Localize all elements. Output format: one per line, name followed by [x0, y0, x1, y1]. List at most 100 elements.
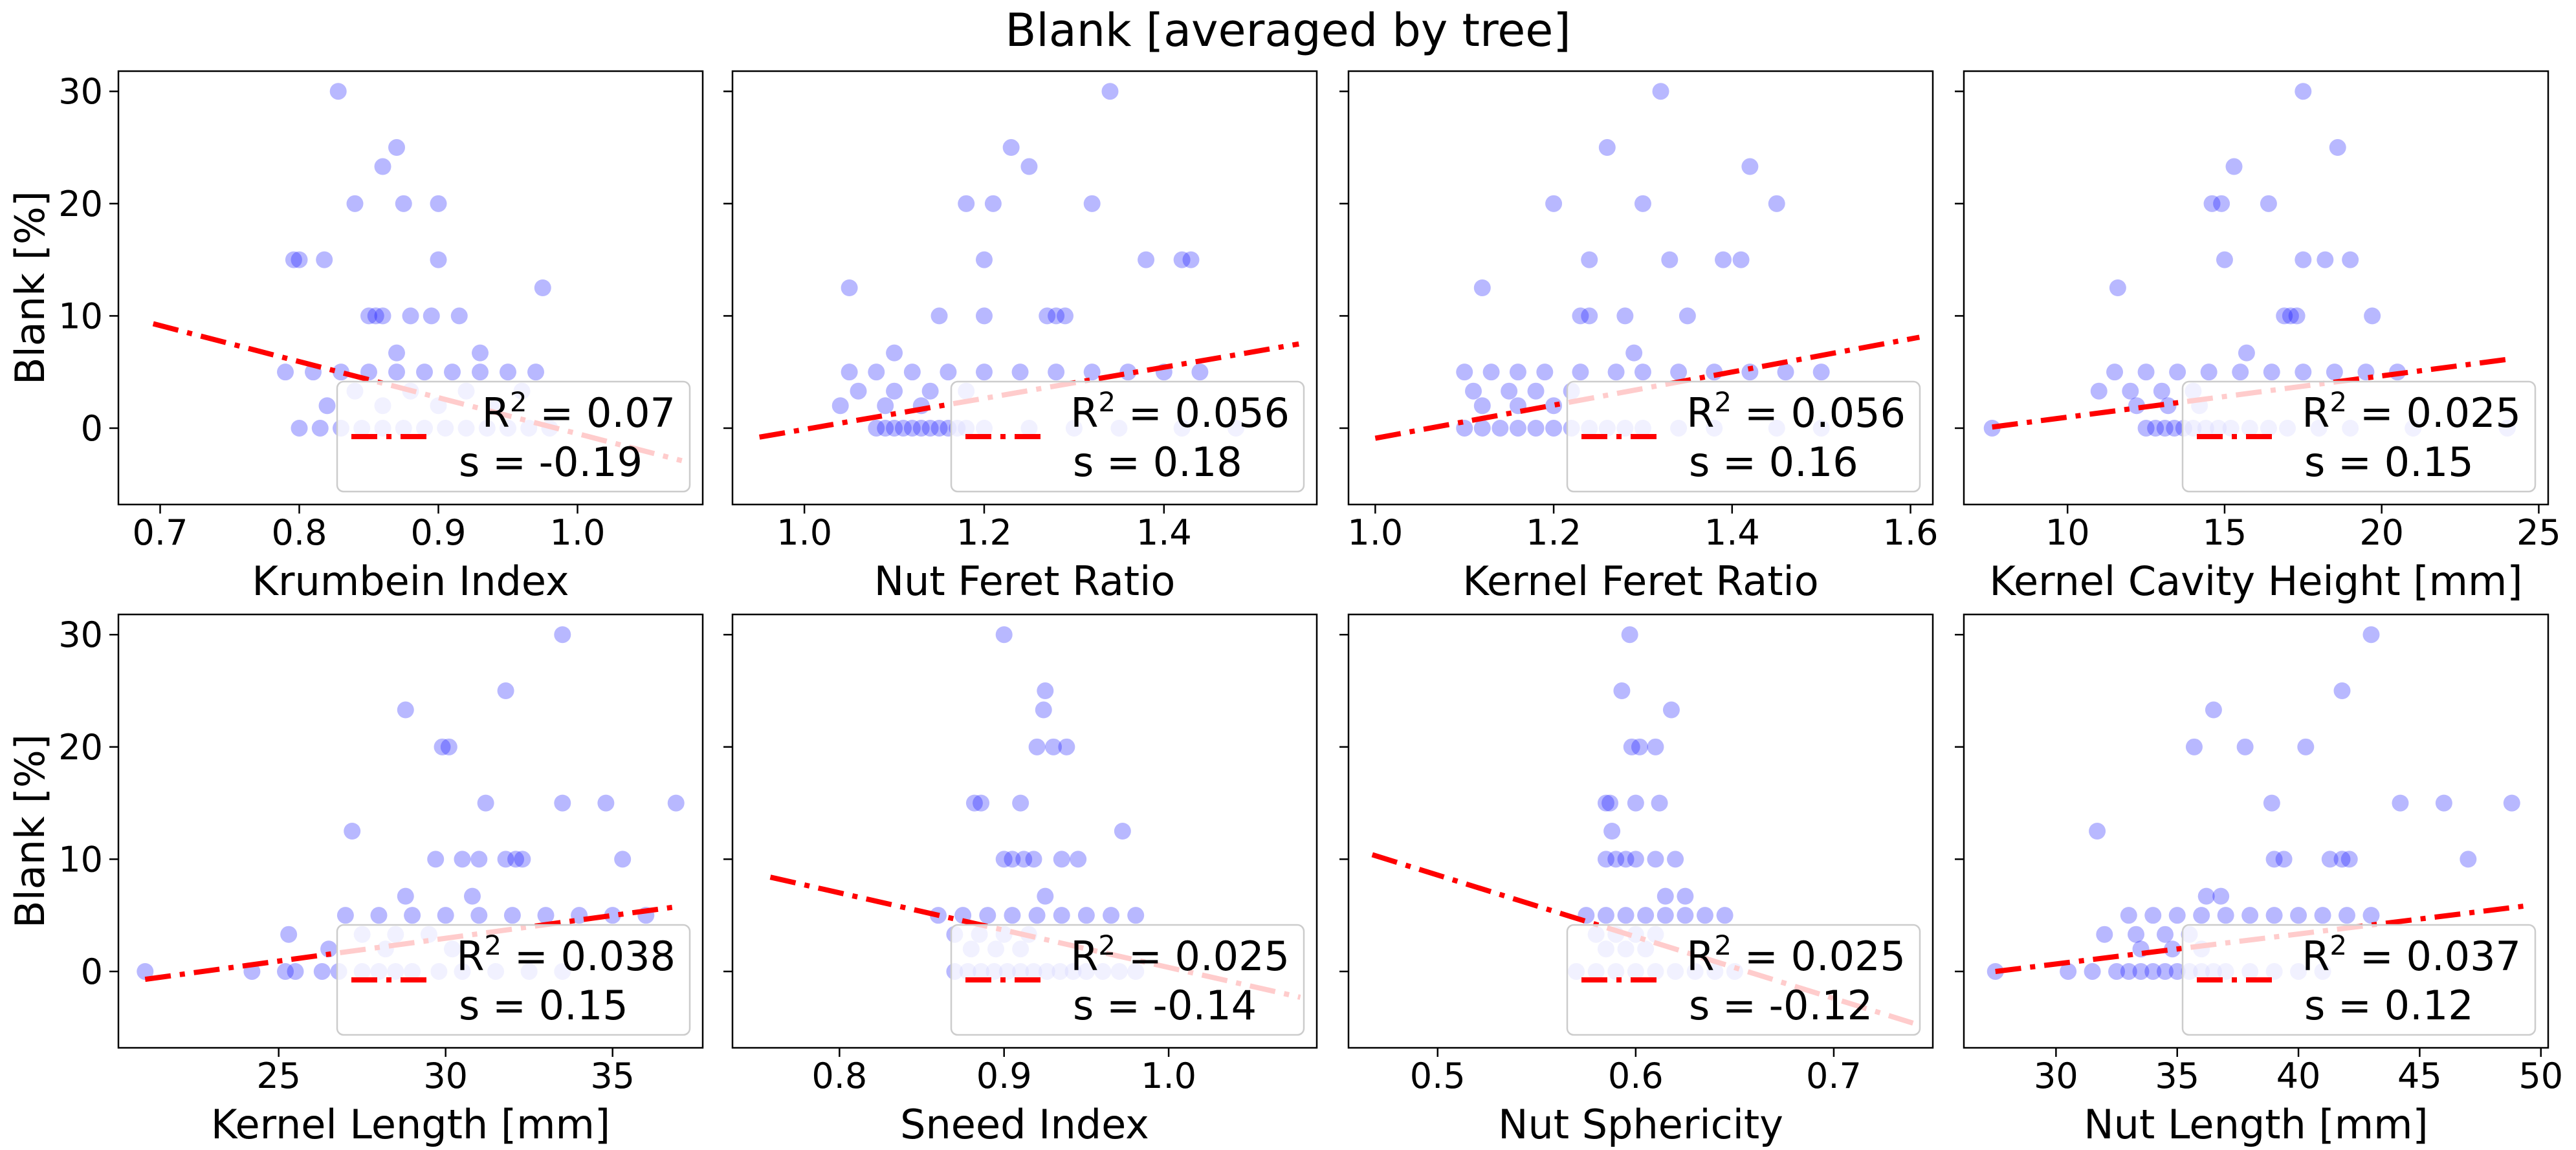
data-point: [1607, 851, 1625, 868]
data-point: [2265, 851, 2283, 868]
data-point: [1670, 363, 1688, 381]
data-point: [940, 363, 957, 381]
data-point: [975, 363, 993, 381]
legend-box: [336, 380, 691, 493]
data-point: [388, 363, 405, 381]
data-point: [1536, 363, 1554, 381]
data-point: [277, 962, 294, 980]
data-point: [287, 962, 304, 980]
data-point: [995, 851, 1013, 868]
x-axis-label: Kernel Length [mm]: [211, 1101, 610, 1148]
data-point: [868, 419, 885, 437]
data-point: [2362, 907, 2380, 924]
data-point: [1677, 907, 1694, 924]
x-axis-label: Nut Sphericity: [1498, 1101, 1783, 1148]
data-point: [2159, 397, 2177, 415]
data-point: [1173, 251, 1191, 268]
x-tick-label: 15: [2203, 512, 2247, 553]
data-point: [975, 307, 993, 325]
data-point: [1028, 907, 1046, 924]
legend-slope: s = 0.15: [2304, 439, 2474, 486]
data-point: [1473, 397, 1491, 415]
data-point: [984, 195, 1002, 212]
data-point: [2314, 907, 2331, 924]
data-point: [360, 307, 377, 325]
data-point: [2225, 158, 2243, 175]
x-tick-label: 30: [2034, 1056, 2078, 1096]
data-point: [930, 307, 948, 325]
data-point: [1138, 251, 1155, 268]
data-point: [2203, 195, 2221, 212]
legend-box: [2181, 924, 2537, 1036]
data-point: [1812, 363, 1830, 381]
data-point: [2329, 139, 2346, 157]
data-point: [2096, 926, 2113, 943]
data-point: [320, 940, 338, 958]
data-point: [2109, 279, 2126, 296]
data-point: [1028, 738, 1046, 755]
data-point: [1473, 279, 1491, 296]
data-point: [2435, 794, 2452, 812]
data-point: [2460, 851, 2477, 868]
data-point: [2205, 701, 2222, 719]
data-point: [958, 195, 975, 212]
data-point: [434, 738, 451, 755]
legend-slope: s = 0.15: [459, 982, 628, 1029]
data-point: [2295, 363, 2312, 381]
data-point: [2392, 794, 2409, 812]
data-point: [1501, 382, 1518, 400]
data-point: [1057, 307, 1074, 325]
legend-slope: s = 0.18: [1073, 439, 1242, 486]
data-point: [1652, 83, 1669, 100]
x-tick-label: 25: [256, 1056, 301, 1096]
data-point: [514, 851, 531, 868]
x-tick-label: 0.7: [133, 512, 188, 553]
legend-r2: R2 = 0.025: [2302, 386, 2521, 437]
data-point: [554, 794, 571, 812]
data-point: [1048, 363, 1065, 381]
data-point: [477, 794, 494, 812]
data-point: [336, 907, 354, 924]
data-point: [886, 419, 903, 437]
data-point: [1631, 738, 1648, 755]
data-point: [2216, 251, 2233, 268]
x-axis-label: Nut Feret Ratio: [874, 558, 1176, 605]
data-point: [1617, 851, 1635, 868]
data-point: [2147, 419, 2164, 437]
data-point: [1625, 344, 1643, 362]
data-point: [973, 794, 990, 812]
data-point: [1101, 83, 1119, 100]
legend-box: [1566, 924, 1921, 1036]
data-point: [454, 851, 471, 868]
data-point: [313, 962, 331, 980]
data-point: [537, 907, 555, 924]
x-tick-label: 30: [423, 1056, 468, 1096]
x-tick-label: 20: [2359, 512, 2404, 553]
data-point: [1572, 363, 1589, 381]
data-point: [333, 363, 349, 381]
x-axis-label: Kernel Cavity Height [mm]: [1989, 558, 2522, 605]
data-point: [1037, 887, 1054, 905]
data-point: [2297, 738, 2315, 755]
data-point: [1607, 363, 1625, 381]
data-point: [1667, 851, 1684, 868]
data-point: [1647, 851, 1664, 868]
x-axis-label: Sneed Index: [900, 1101, 1149, 1148]
data-point: [280, 926, 298, 943]
data-point: [2168, 907, 2186, 924]
data-point: [903, 363, 921, 381]
data-point: [402, 307, 419, 325]
data-point: [2232, 363, 2249, 381]
data-point: [507, 851, 525, 868]
x-tick-label: 1.2: [1526, 512, 1581, 553]
data-point: [2317, 251, 2334, 268]
data-point: [2197, 887, 2215, 905]
data-point: [877, 419, 894, 437]
x-tick-label: 35: [2155, 1056, 2199, 1096]
data-point: [2342, 251, 2359, 268]
legend-box: [1566, 380, 1921, 493]
data-point: [2144, 962, 2162, 980]
y-tick-label: 10: [58, 839, 103, 880]
data-point: [2275, 851, 2293, 868]
data-point: [1053, 851, 1070, 868]
